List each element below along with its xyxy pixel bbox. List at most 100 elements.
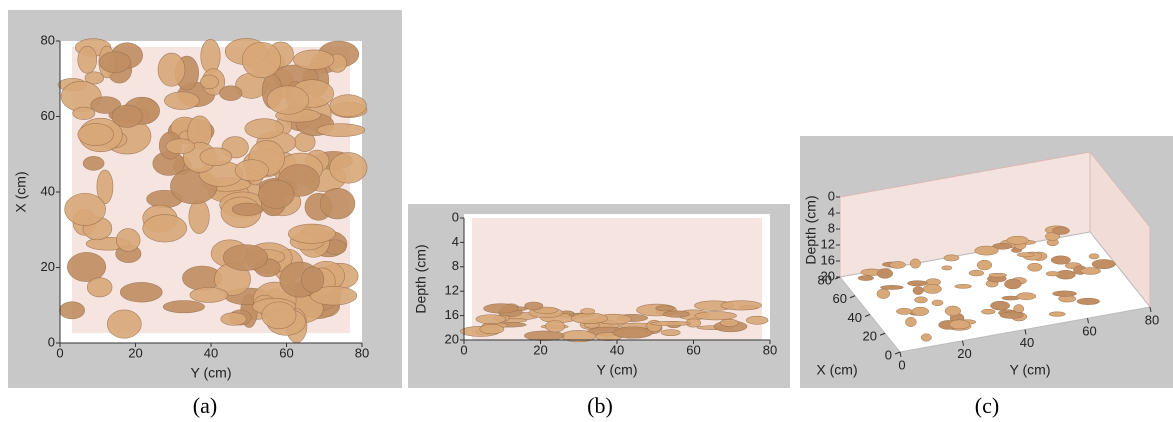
z-tick-label: 4 <box>828 204 835 219</box>
isosurface-blob <box>914 297 927 303</box>
isosurface-blob <box>293 50 334 70</box>
isosurface-blob <box>245 119 284 139</box>
isosurface-blob <box>99 52 130 73</box>
y-axis-label: Y (cm) <box>1010 362 1051 378</box>
isosurface-blob <box>1046 271 1060 276</box>
isosurface-blob <box>746 316 768 324</box>
isosurface-blob <box>143 215 187 242</box>
y-tick-label: 0 <box>452 209 459 224</box>
x-tick-label: 20 <box>533 342 547 357</box>
isosurface-blob <box>910 259 920 268</box>
x-tick-label: 40 <box>848 310 862 325</box>
isosurface-blob <box>476 315 506 324</box>
isosurface-blob <box>656 306 675 311</box>
x-tick-label: 60 <box>833 291 847 306</box>
isosurface-blob <box>1004 279 1021 289</box>
isosurface-blob <box>78 123 114 145</box>
isosurface-blob <box>923 284 942 293</box>
isosurface-blob <box>317 124 365 137</box>
y-tick-label: 0 <box>48 334 55 349</box>
x-tick-label: 0 <box>460 342 467 357</box>
isosurface-blob <box>73 107 95 120</box>
isosurface-blob <box>581 308 595 314</box>
caption: (b) <box>587 393 613 418</box>
isosurface-blob <box>1081 267 1101 274</box>
isosurface-blob <box>661 329 680 335</box>
isosurface-blob <box>1017 253 1034 257</box>
isosurface-blob <box>981 309 995 314</box>
isosurface-blob <box>913 286 924 294</box>
z-tick-label: 8 <box>828 220 835 235</box>
z-axis-label: Depth (cm) <box>803 195 819 264</box>
isosurface-blob <box>977 260 992 270</box>
isosurface-blob <box>223 245 268 271</box>
isosurface-blob <box>200 75 218 89</box>
isosurface-blob <box>1007 236 1028 244</box>
isosurface-blob <box>525 302 543 310</box>
isosurface-blob <box>942 266 952 270</box>
isosurface-blob <box>877 289 890 299</box>
isosurface-blob <box>78 46 97 73</box>
isosurface-blob <box>896 308 912 314</box>
x-tick-label: 60 <box>686 342 700 357</box>
isosurface-blob <box>219 86 242 101</box>
isosurface-blob <box>524 331 564 341</box>
isosurface-blob <box>221 313 247 326</box>
isosurface-blob <box>166 139 195 154</box>
y-tick-label: 12 <box>445 283 459 298</box>
z-tick-label: 0 <box>828 188 835 203</box>
x-tick-label: 0 <box>56 345 63 360</box>
isosurface-blob <box>67 252 105 281</box>
isosurface-blob <box>1077 298 1100 304</box>
isosurface-blob <box>288 224 335 243</box>
isosurface-blob <box>120 282 162 302</box>
isosurface-blob <box>164 92 199 110</box>
isosurface-blob <box>955 284 972 288</box>
y-tick-label: 60 <box>1082 324 1096 339</box>
isosurface-blob <box>613 327 653 338</box>
isosurface-blob <box>858 275 874 280</box>
y-axis-label: X (cm) <box>13 171 29 212</box>
isosurface-blob <box>975 246 999 255</box>
isosurface-blob <box>1089 254 1099 259</box>
isosurface-blob <box>83 156 104 170</box>
isosurface-blob <box>116 229 140 252</box>
y-tick-label: 16 <box>445 307 459 322</box>
isosurface-blob <box>720 319 738 326</box>
isosurface-blob <box>267 86 309 114</box>
x-tick-label: 0 <box>885 347 892 362</box>
isosurface-blob <box>1053 291 1077 297</box>
isosurface-blob <box>932 300 943 306</box>
isosurface-blob <box>158 53 185 86</box>
page: {"chart_data": [ {"type": "isosurface", … <box>0 0 1173 422</box>
isosurface-blob <box>989 273 1007 277</box>
isosurface-blob <box>905 317 916 326</box>
y-tick-label: 4 <box>452 234 459 249</box>
caption: (c) <box>975 393 999 418</box>
y-axis-label: Depth (cm) <box>413 244 429 313</box>
x-tick-label: 60 <box>279 345 293 360</box>
isosurface-blob <box>201 39 221 73</box>
x-axis-label: Y (cm) <box>191 365 232 381</box>
isosurface-blob <box>921 334 931 341</box>
figure: (a) (b) (c) 020406080020406080Y (cm)X (c… <box>0 0 1173 422</box>
isosurface-blob <box>1017 293 1036 300</box>
isosurface-blob <box>546 320 565 332</box>
isosurface-blob <box>695 312 737 320</box>
x-tick-label: 80 <box>355 345 369 360</box>
z-tick-label: 12 <box>821 236 835 251</box>
isosurface-blob <box>235 160 268 181</box>
x-tick-label: 20 <box>128 345 142 360</box>
isosurface-blob <box>258 180 294 209</box>
isosurface-blob <box>969 270 984 276</box>
isosurface-blob <box>721 301 762 310</box>
x-tick-label: 80 <box>763 342 777 357</box>
isosurface-blob <box>944 255 959 261</box>
isosurface-blob <box>1052 227 1069 235</box>
y-tick-label: 8 <box>452 258 459 273</box>
isosurface-blob <box>949 320 969 329</box>
y-tick-label: 20 <box>445 331 459 346</box>
isosurface-blob <box>1000 312 1024 319</box>
isosurface-blob <box>912 307 929 316</box>
y-tick-label: 0 <box>898 357 905 372</box>
